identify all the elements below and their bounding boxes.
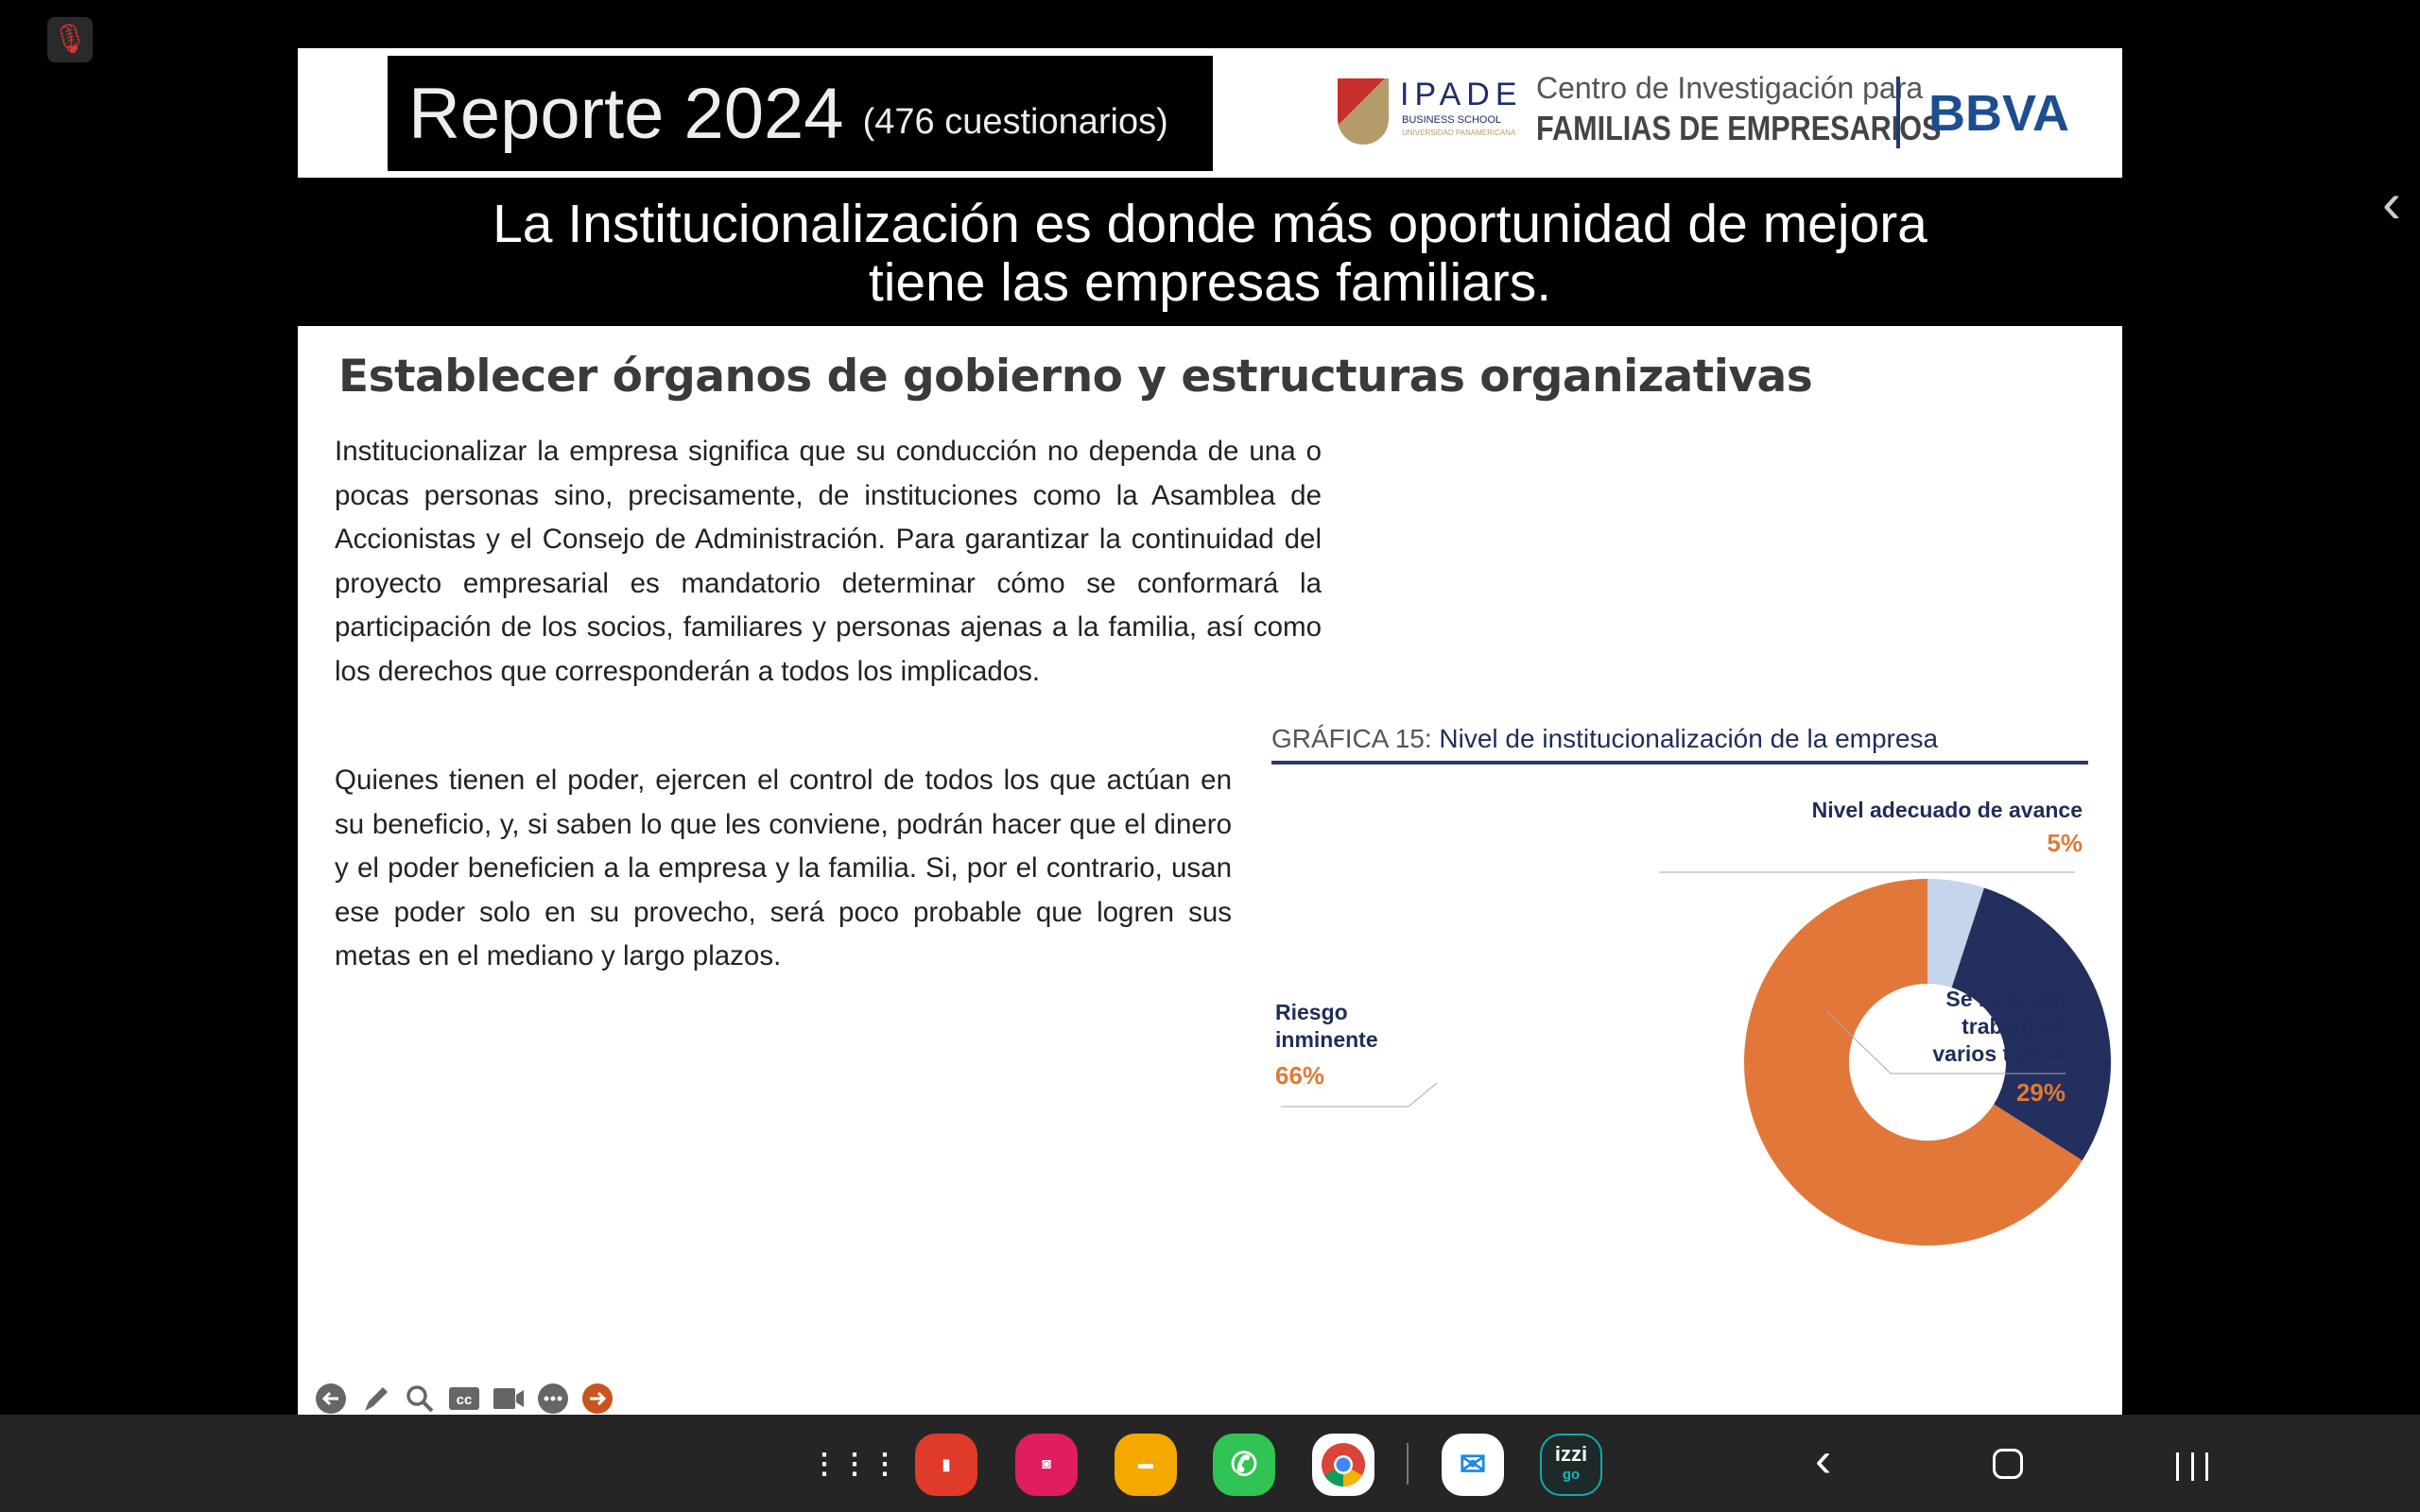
logo-divider	[1896, 77, 1900, 148]
chrome-icon[interactable]	[1312, 1434, 1374, 1496]
whatsapp-icon[interactable]: ✆	[1213, 1434, 1275, 1496]
cc-icon: cc	[449, 1387, 479, 1410]
centro-line1: Centro de Investigación para	[1536, 71, 1924, 105]
report-subtitle: (476 cuestionarios)	[862, 101, 1168, 142]
presentation-slide: Reporte 2024 (476 cuestionarios) IPADE B…	[298, 48, 2122, 1415]
apps-grid-icon[interactable]: ⋮⋮⋮	[810, 1449, 901, 1480]
logos: IPADE BUSINESS SCHOOL UNIVERSIDAD PANAME…	[1338, 67, 2094, 171]
back-button[interactable]	[315, 1383, 347, 1415]
report-title: Reporte 2024	[408, 73, 844, 154]
ipade-shield-logo	[1338, 78, 1389, 145]
pct-adecuado: 5%	[2047, 829, 2083, 857]
izzi-text: izzi	[1554, 1442, 1588, 1466]
search-icon	[406, 1385, 434, 1413]
centro-line2: FAMILIAS DE EMPRESARIOS	[1536, 109, 1942, 147]
headline-banner: La Institucionalización es donde más opo…	[298, 178, 2122, 326]
headline-line1: La Institucionalización es donde más opo…	[493, 194, 1927, 254]
donut-chart	[1281, 871, 2111, 1246]
label-riesgo: Riesgo inminente	[1275, 999, 1378, 1054]
pct-trabajo: 29%	[2015, 1078, 2066, 1107]
donut-slice-0	[1927, 879, 1984, 988]
notes-app-icon[interactable]: ▮	[915, 1434, 977, 1496]
pen-icon	[365, 1387, 388, 1411]
leader-line-3	[1281, 1082, 1438, 1108]
android-taskbar: ⋮⋮⋮ ▮ ◙ ▬ ✆ ✉ izzi go ‹	[0, 1415, 2420, 1512]
label-trabajo: Se necesita trabajo en varios temas	[1932, 986, 2066, 1068]
label-line: trabajo en	[1962, 1014, 2066, 1039]
arrow-left-icon	[316, 1383, 346, 1414]
section-heading: Establecer órganos de gobierno y estruct…	[338, 351, 1813, 403]
captions-button[interactable]: cc	[448, 1383, 480, 1415]
chart-title-rule	[1271, 761, 2088, 765]
pen-button[interactable]	[359, 1383, 391, 1415]
files-app-icon[interactable]: ▬	[1115, 1434, 1177, 1496]
izzi-go-icon[interactable]: izzi go	[1540, 1434, 1602, 1496]
video-camera-icon	[493, 1388, 524, 1409]
mic-muted-icon[interactable]: 🎙	[47, 17, 93, 62]
zoom-button[interactable]	[404, 1383, 436, 1415]
headline-line2: tiene las empresas familiars.	[868, 252, 1552, 313]
video-button[interactable]	[493, 1383, 525, 1415]
chevron-left-icon[interactable]: ‹	[2382, 171, 2401, 234]
pct-riesgo: 66%	[1275, 1061, 1325, 1090]
chart-title-text: Nivel de institucionalización de la empr…	[1439, 724, 1939, 753]
ipade-sub2: UNIVERSIDAD PANAMERICANA	[1402, 129, 1516, 137]
taskbar-divider	[1407, 1443, 1409, 1485]
ipade-logo-text: IPADE	[1400, 77, 1523, 112]
donut-slice-1	[1951, 887, 2111, 1160]
slide-toolbar: cc	[315, 1383, 614, 1415]
ipade-sub: BUSINESS SCHOOL	[1402, 114, 1502, 126]
next-button[interactable]	[581, 1383, 614, 1415]
paragraph-2: Quienes tienen el poder, ejercen el cont…	[335, 765, 1232, 971]
label-line: inminente	[1275, 1027, 1378, 1052]
nav-back-icon[interactable]: ‹	[1815, 1433, 1832, 1487]
donut-slice-2	[1744, 878, 2083, 1246]
go-text: go	[1562, 1467, 1581, 1483]
chart-title: GRÁFICA 15: Nivel de institucionalizació…	[1271, 724, 1938, 754]
chart-number: GRÁFICA 15:	[1271, 724, 1432, 753]
leader-line-2	[1826, 1011, 2066, 1074]
svg-text:cc: cc	[457, 1392, 473, 1408]
paragraph-1: Institucionalizar la empresa significa q…	[335, 436, 1322, 687]
label-line: Riesgo	[1275, 1000, 1348, 1024]
label-adecuado: Nivel adecuado de avance	[1811, 798, 2083, 822]
bbva-logo: BBVA	[1928, 85, 2070, 142]
more-icon	[538, 1383, 568, 1414]
arrow-right-icon	[582, 1383, 613, 1414]
label-line: varios temas	[1932, 1041, 2066, 1066]
nav-home-icon[interactable]	[1993, 1449, 2023, 1479]
report-title-box: Reporte 2024 (476 cuestionarios)	[388, 56, 1213, 171]
more-button[interactable]	[537, 1383, 569, 1415]
label-line: Se necesita	[1945, 987, 2066, 1011]
nav-recents-icon[interactable]	[2176, 1452, 2208, 1481]
mail-app-icon[interactable]: ✉	[1442, 1434, 1504, 1496]
camera-app-icon[interactable]: ◙	[1015, 1434, 1078, 1496]
